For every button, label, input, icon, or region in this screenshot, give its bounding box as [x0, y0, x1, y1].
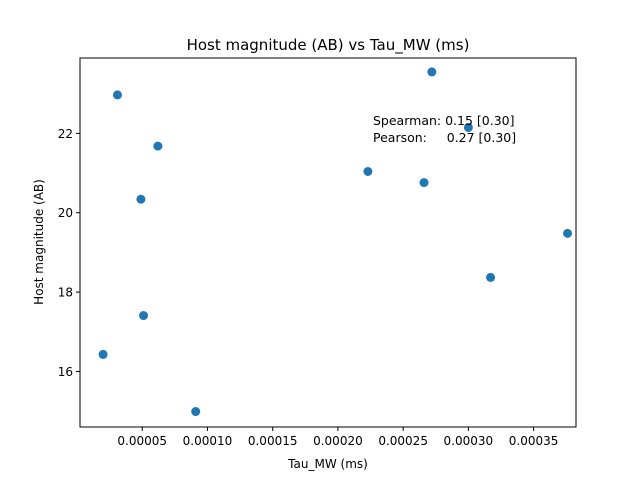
- pearson-annotation: Pearson: 0.27 [0.30]: [373, 130, 516, 145]
- data-point-5: [191, 407, 201, 417]
- x-axis-label: Tau_MW (ms): [287, 457, 368, 471]
- points-layer: [98, 67, 573, 417]
- x-axis-ticks: 0.00005 0.00010 0.00015 0.00020 0.00025 0.000…: [117, 427, 558, 448]
- data-point-10: [486, 272, 496, 282]
- y-tick-label-1: 18: [58, 286, 73, 300]
- x-tick-label-3: 0.00020: [313, 434, 363, 448]
- data-point-11: [563, 228, 573, 238]
- spearman-annotation: Spearman: 0.15 [0.30]: [373, 113, 514, 128]
- data-point-2: [136, 194, 146, 204]
- y-tick-label-2: 20: [58, 206, 73, 220]
- x-tick-label-2: 0.00015: [248, 434, 298, 448]
- chart-title: Host magnitude (AB) vs Tau_MW (ms): [187, 36, 470, 55]
- x-tick-label-1: 0.00010: [183, 434, 233, 448]
- y-axis-ticks: 16 18 20 22: [58, 127, 80, 379]
- y-tick-label-0: 16: [58, 365, 73, 379]
- x-tick-label-6: 0.00035: [509, 434, 559, 448]
- y-axis-label: Host magnitude (AB): [32, 179, 46, 305]
- x-tick-label-4: 0.00025: [378, 434, 428, 448]
- plot-area-frame: [79, 57, 577, 428]
- y-tick-label-3: 22: [58, 127, 73, 141]
- data-point-1: [153, 141, 163, 151]
- data-point-0: [112, 90, 122, 100]
- data-point-6: [363, 166, 373, 176]
- x-tick-label-0: 0.00005: [117, 434, 167, 448]
- x-tick-label-5: 0.00030: [444, 434, 494, 448]
- data-point-8: [427, 67, 437, 77]
- data-point-4: [98, 349, 108, 359]
- data-point-9: [463, 122, 473, 132]
- data-point-7: [419, 178, 429, 188]
- data-point-3: [139, 311, 149, 321]
